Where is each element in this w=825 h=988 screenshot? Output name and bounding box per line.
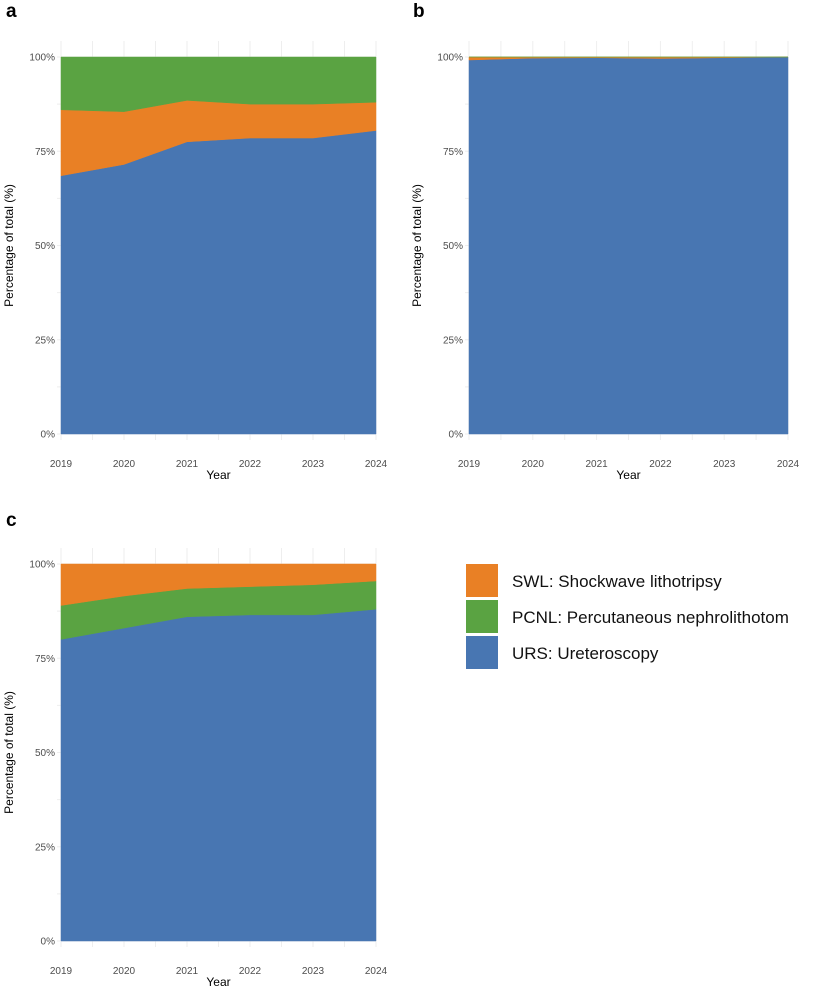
panel-b: b 0% 25% 50% 75% 100% 2019 2020 2021 2022 2023 2024… bbox=[410, 1, 800, 482]
legend-swatch-urs bbox=[466, 636, 498, 669]
x-tick-label: 2019 bbox=[458, 459, 481, 470]
legend: SWL: Shockwave lithotripsy PCNL: Percutan… bbox=[466, 564, 789, 669]
y-tick-label: 25% bbox=[443, 335, 463, 346]
y-tick-label: 0% bbox=[41, 430, 56, 441]
x-tick-label: 2021 bbox=[176, 459, 199, 470]
panel-label-b: b bbox=[413, 1, 425, 22]
y-tick-label: 75% bbox=[35, 654, 55, 665]
y-ticks-c: 0% 25% 50% 75% 100% bbox=[29, 560, 55, 948]
x-ticks-b: 2019 2020 2021 2022 2023 2024 bbox=[458, 459, 800, 470]
y-ticks-a: 0% 25% 50% 75% 100% bbox=[29, 53, 55, 441]
y-ticks-b: 0% 25% 50% 75% 100% bbox=[437, 53, 463, 441]
area-pcnl-a bbox=[60, 56, 377, 112]
y-tick-label: 50% bbox=[35, 241, 55, 252]
x-tick-label: 2024 bbox=[365, 966, 388, 977]
y-tick-label: 0% bbox=[449, 430, 464, 441]
x-tick-label: 2023 bbox=[302, 966, 325, 977]
y-tick-label: 0% bbox=[41, 937, 56, 948]
legend-label-pcnl: PCNL: Percutaneous nephrolithotom bbox=[512, 608, 789, 627]
x-tick-label: 2019 bbox=[50, 966, 73, 977]
x-tick-label: 2022 bbox=[239, 459, 262, 470]
y-tick-label: 50% bbox=[35, 748, 55, 759]
y-tick-label: 75% bbox=[35, 147, 55, 158]
x-ticks-c: 2019 2020 2021 2022 2023 2024 bbox=[50, 966, 388, 977]
x-tick-label: 2023 bbox=[713, 459, 736, 470]
y-axis-title-c: Percentage of total (%) bbox=[2, 691, 16, 814]
y-tick-label: 50% bbox=[443, 241, 463, 252]
y-tick-label: 100% bbox=[437, 53, 463, 64]
x-tick-label: 2020 bbox=[113, 459, 136, 470]
y-axis-title-b: Percentage of total (%) bbox=[410, 184, 424, 307]
x-tick-label: 2022 bbox=[239, 966, 262, 977]
area-urs-b bbox=[468, 56, 789, 435]
y-tick-label: 25% bbox=[35, 335, 55, 346]
x-axis-title-a: Year bbox=[206, 468, 230, 482]
panel-label-a: a bbox=[6, 1, 17, 22]
legend-swatch-pcnl bbox=[466, 600, 498, 633]
legend-label-urs: URS: Ureteroscopy bbox=[512, 644, 659, 663]
y-tick-label: 25% bbox=[35, 842, 55, 853]
y-axis-title-a: Percentage of total (%) bbox=[2, 184, 16, 307]
x-axis-title-b: Year bbox=[616, 468, 640, 482]
x-ticks-a: 2019 2020 2021 2022 2023 2024 bbox=[50, 459, 388, 470]
areas-c bbox=[60, 563, 377, 942]
y-tick-label: 100% bbox=[29, 560, 55, 571]
y-tick-label: 100% bbox=[29, 53, 55, 64]
x-tick-label: 2022 bbox=[649, 459, 672, 470]
x-tick-label: 2023 bbox=[302, 459, 325, 470]
x-tick-label: 2021 bbox=[585, 459, 608, 470]
x-axis-title-c: Year bbox=[206, 975, 230, 988]
x-tick-label: 2024 bbox=[777, 459, 800, 470]
x-tick-label: 2020 bbox=[522, 459, 545, 470]
areas-a bbox=[60, 56, 377, 435]
area-urs-c bbox=[60, 608, 377, 942]
areas-b bbox=[468, 56, 789, 435]
panel-c: c 0% 25% 50% 75% 100% 2019 2020 2021 2022 2023 2024… bbox=[2, 510, 388, 988]
y-tick-label: 75% bbox=[443, 147, 463, 158]
legend-swatch-swl bbox=[466, 564, 498, 597]
x-tick-label: 2024 bbox=[365, 459, 388, 470]
x-tick-label: 2019 bbox=[50, 459, 73, 470]
panel-label-c: c bbox=[6, 510, 17, 531]
x-tick-label: 2020 bbox=[113, 966, 136, 977]
legend-label-swl: SWL: Shockwave lithotripsy bbox=[512, 572, 722, 591]
x-tick-label: 2021 bbox=[176, 966, 199, 977]
area-urs-a bbox=[60, 130, 377, 435]
panel-a: a 0% 25% 50% 75% 100% 2019 2020 2021 2022 2023 2024… bbox=[2, 1, 388, 482]
area-swl-c bbox=[60, 563, 377, 606]
